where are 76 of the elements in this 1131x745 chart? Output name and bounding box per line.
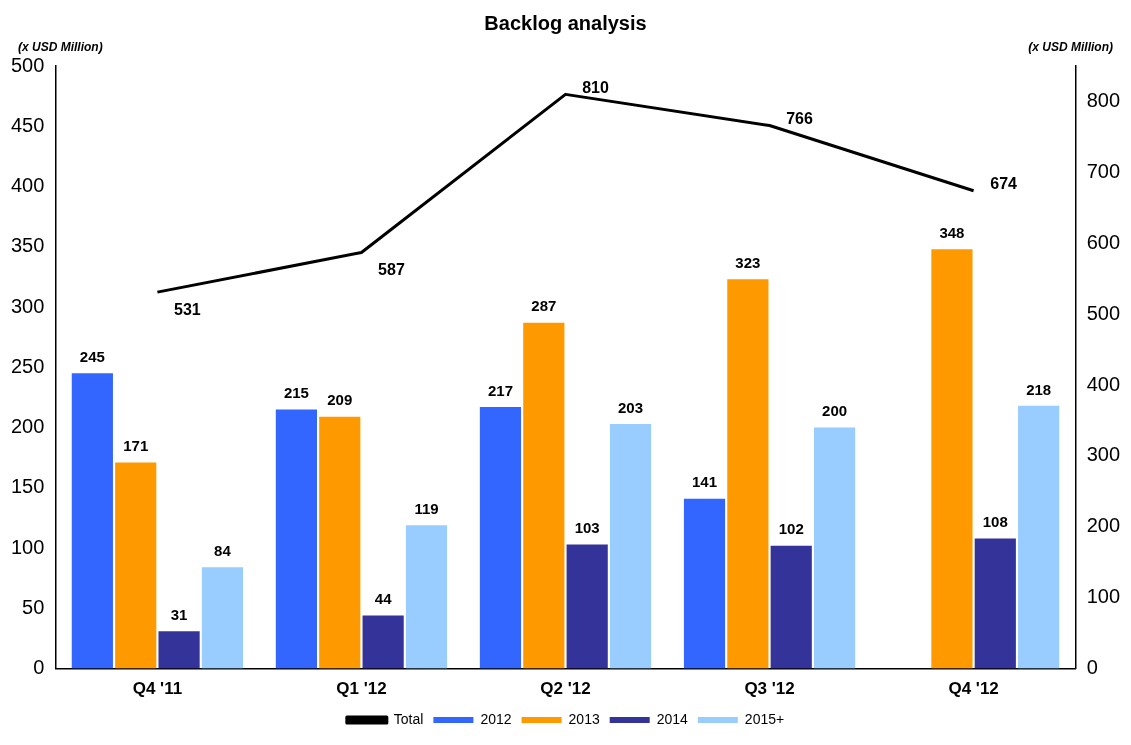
y2-tick-label: 700: [1086, 159, 1121, 182]
bar: [405, 525, 448, 669]
y-tick-label: 200: [10, 415, 45, 438]
data-label: 766: [786, 109, 813, 127]
data-label: 102: [778, 520, 804, 538]
bar: [1018, 405, 1060, 669]
x-tick-label: Q4 '12: [948, 679, 999, 699]
bar: [523, 322, 565, 669]
data-label: 44: [374, 590, 393, 608]
y-tick-label: 0: [33, 656, 45, 679]
data-label: 587: [378, 260, 405, 278]
y2-tick-label: 800: [1086, 88, 1121, 111]
y-tick-label: 250: [10, 354, 45, 377]
bar: [115, 462, 157, 669]
legend-label: 2014: [656, 710, 689, 727]
x-tick-label: Q2 '12: [540, 679, 591, 699]
bar: [770, 545, 812, 669]
y2-axis-title: (x USD Million): [1028, 40, 1113, 55]
legend-label: 2015+: [744, 710, 785, 727]
y2-tick-label: 200: [1086, 514, 1121, 537]
y2-tick-label: 100: [1086, 585, 1121, 608]
y-axis-title: (x USD Million): [18, 40, 103, 55]
y-tick-label: 150: [10, 475, 45, 498]
bar: [814, 427, 856, 669]
y2-tick-label: 600: [1086, 230, 1121, 253]
bar: [201, 567, 244, 669]
y2-tick-label: 0: [1086, 656, 1098, 679]
data-label: 31: [170, 605, 188, 623]
data-label: 323: [735, 253, 761, 271]
bar: [275, 409, 317, 669]
bar: [974, 538, 1016, 669]
data-label: 218: [1026, 380, 1052, 398]
data-label: 245: [79, 347, 105, 365]
bar: [71, 373, 113, 669]
bar: [319, 416, 361, 669]
data-label: 141: [692, 473, 718, 491]
data-label: 84: [214, 542, 232, 559]
y-tick-label: 350: [10, 234, 45, 257]
data-label: 674: [990, 175, 1018, 193]
y2-tick-label: 400: [1086, 372, 1121, 395]
bar: [362, 615, 404, 669]
y-tick-label: 100: [10, 535, 45, 558]
bar: [566, 544, 608, 669]
bar: [931, 249, 973, 669]
legend-label: Total: [393, 710, 424, 727]
x-tick-label: Q1 '12: [336, 679, 387, 699]
y2-tick-label: 300: [1086, 443, 1121, 466]
y-tick-label: 300: [10, 294, 45, 317]
data-label: 217: [487, 381, 513, 399]
x-tick-label: Q4 '11: [132, 679, 183, 699]
y-tick-label: 50: [22, 595, 45, 618]
bar: [158, 631, 200, 669]
data-label: 108: [982, 513, 1008, 531]
data-label: 287: [531, 297, 557, 315]
chart-title: Backlog analysis: [484, 11, 647, 34]
legend-label: 2012: [480, 710, 512, 727]
bar: [727, 279, 769, 669]
data-label: 171: [123, 437, 149, 455]
data-label: 119: [414, 499, 439, 517]
y-tick-label: 500: [10, 53, 45, 76]
data-label: 215: [283, 384, 309, 402]
y-tick-label: 400: [10, 174, 45, 197]
bar: [609, 423, 652, 669]
data-label: 531: [174, 300, 201, 318]
data-label: 810: [582, 78, 609, 96]
data-label: 203: [618, 398, 644, 416]
legend-label: 2013: [568, 710, 600, 727]
y2-tick-label: 500: [1086, 301, 1121, 324]
data-label: 209: [327, 391, 353, 409]
x-tick-label: Q3 '12: [744, 679, 795, 699]
y-tick-label: 450: [10, 113, 45, 136]
bar: [479, 407, 522, 669]
data-label: 200: [822, 402, 848, 420]
bar: [683, 498, 726, 669]
data-label: 348: [939, 223, 965, 241]
data-label: 103: [574, 519, 600, 537]
